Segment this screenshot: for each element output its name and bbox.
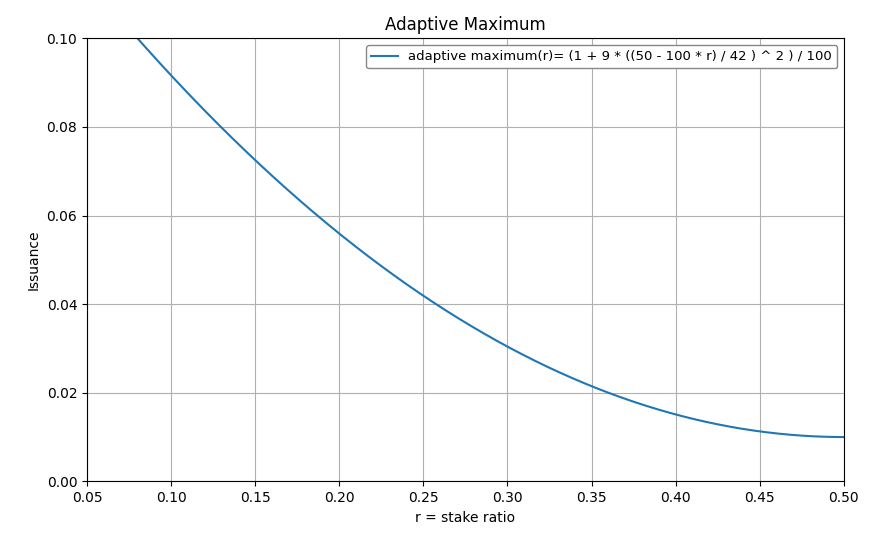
- Y-axis label: Issuance: Issuance: [27, 230, 41, 290]
- adaptive maximum(r)= (1 + 9 * ((50 - 100 * r) / 42 ) ^ 2 ) / 100: [685, 415, 695, 422]
- adaptive maximum(r)= (1 + 9 * ((50 - 100 * r) / 42 ) ^ 2 ) / 100: [600, 389, 611, 395]
- X-axis label: r = stake ratio: r = stake ratio: [415, 511, 515, 525]
- Legend: adaptive maximum(r)= (1 + 9 * ((50 - 100 * r) / 42 ) ^ 2 ) / 100: adaptive maximum(r)= (1 + 9 * ((50 - 100…: [366, 45, 836, 68]
- adaptive maximum(r)= (1 + 9 * ((50 - 100 * r) / 42 ) ^ 2 ) / 100: [671, 411, 681, 418]
- Line: adaptive maximum(r)= (1 + 9 * ((50 - 100 * r) / 42 ) ^ 2 ) / 100: adaptive maximum(r)= (1 + 9 * ((50 - 100…: [87, 0, 843, 437]
- adaptive maximum(r)= (1 + 9 * ((50 - 100 * r) / 42 ) ^ 2 ) / 100: [415, 290, 425, 297]
- adaptive maximum(r)= (1 + 9 * ((50 - 100 * r) / 42 ) ^ 2 ) / 100: [388, 271, 398, 278]
- Title: Adaptive Maximum: Adaptive Maximum: [385, 16, 545, 34]
- adaptive maximum(r)= (1 + 9 * ((50 - 100 * r) / 42 ) ^ 2 ) / 100: [159, 65, 169, 71]
- adaptive maximum(r)= (1 + 9 * ((50 - 100 * r) / 42 ) ^ 2 ) / 100: [838, 434, 848, 440]
